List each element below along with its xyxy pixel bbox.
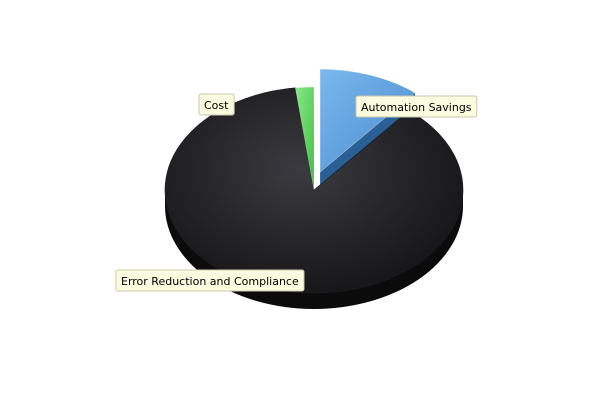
label-text-error-reduction-and-compliance: Error Reduction and Compliance: [121, 275, 299, 288]
slice-automation-savings: [319, 68, 416, 173]
label-cost: Cost: [198, 93, 235, 116]
slice-labels: Automation Savings Error Reduction and Co…: [115, 93, 478, 292]
label-automation-savings: Automation Savings: [355, 95, 478, 118]
label-error-reduction-and-compliance: Error Reduction and Compliance: [115, 269, 305, 292]
slice-tops: [164, 68, 464, 294]
label-box-cost: [198, 93, 235, 116]
label-text-automation-savings: Automation Savings: [361, 101, 472, 114]
slice-cost: [294, 86, 315, 191]
label-box-error-reduction-and-compliance: [115, 269, 305, 292]
label-text-cost: Cost: [204, 99, 229, 112]
label-box-automation-savings: [355, 95, 478, 118]
